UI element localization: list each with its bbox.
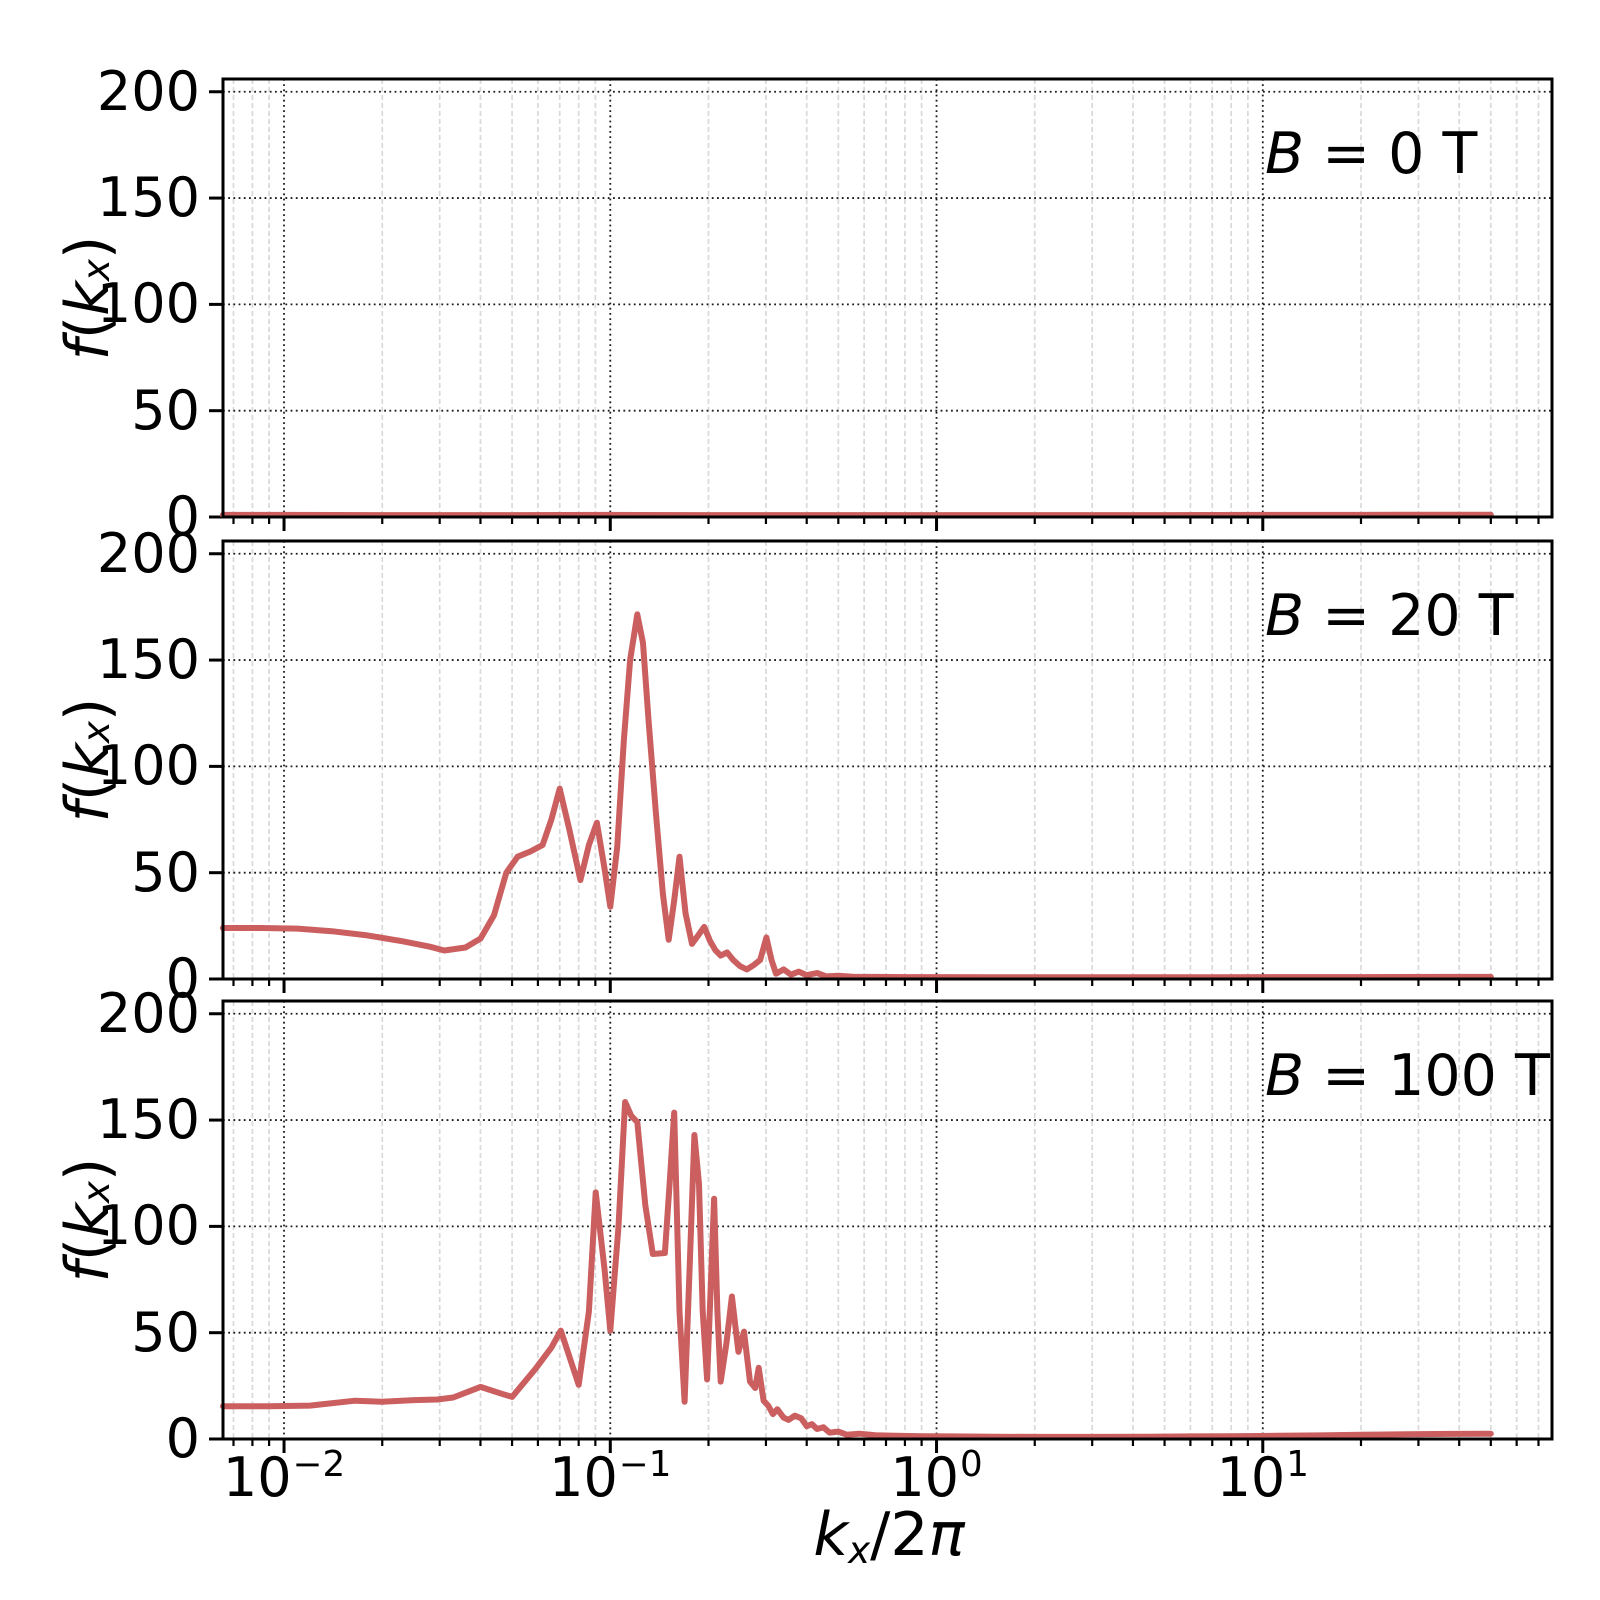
ylabel-close-paren: ) (53, 235, 123, 260)
x-tick-exponent: −2 (292, 1444, 346, 1486)
axes-spine (221, 539, 1554, 981)
x-tick-exponent: −1 (618, 1444, 672, 1486)
x-tick-label: 10−2 (199, 1444, 369, 1515)
axes-spine (221, 77, 1554, 519)
annotation-b-symbol: B (1265, 1043, 1305, 1109)
x-tick-base: 10 (549, 1446, 618, 1509)
y-tick-label: 50 (131, 840, 200, 904)
ylabel-f: f (53, 801, 123, 823)
annotation-b-0t: B = 0 T (1265, 121, 1478, 188)
x-tick-label: 10−1 (525, 1444, 695, 1515)
y-tick-label: 0 (165, 1407, 200, 1470)
ylabel-close-paren: ) (53, 697, 123, 722)
xlabel-subscript: x (848, 1528, 871, 1573)
y-tick-label: 150 (96, 166, 200, 230)
spectrum-curve (220, 611, 1494, 981)
ylabel-close-paren: ) (53, 1157, 123, 1182)
annotation-b-100t: B = 100 T (1265, 1043, 1550, 1110)
panel-b-100t: B = 100 T (209, 999, 1554, 1453)
spectrum-curve (220, 1099, 1494, 1440)
xlabel-over-two: /2 (870, 1500, 929, 1570)
plot-area-b-20t (209, 539, 1554, 993)
annotation-value: = 20 T (1304, 583, 1514, 649)
y-tick-label: 0 (165, 485, 200, 548)
xlabel-pi: π (928, 1500, 965, 1570)
panel-b-20t: B = 20 T (209, 539, 1554, 993)
xlabel-k: k (813, 1500, 849, 1570)
y-tick-label: 200 (96, 59, 200, 123)
x-tick-label: 100 (852, 1444, 1022, 1515)
axes-spine (221, 999, 1554, 1441)
y-tick-label: 100 (96, 272, 200, 336)
y-tick-label: 50 (131, 378, 200, 442)
x-tick-label: 101 (1178, 1444, 1348, 1515)
panel-b-0t: B = 0 T (209, 77, 1554, 531)
y-tick-label: 200 (96, 981, 200, 1045)
annotation-b-symbol: B (1265, 121, 1305, 187)
annotation-b-symbol: B (1265, 583, 1305, 649)
annotation-b-20t: B = 20 T (1265, 583, 1514, 650)
x-tick-base: 10 (890, 1446, 960, 1509)
y-tick-label: 200 (96, 521, 200, 585)
plot-area-b-0t (209, 77, 1554, 531)
y-tick-label: 100 (96, 734, 200, 798)
y-tick-label: 50 (131, 1300, 200, 1364)
y-tick-label: 0 (165, 947, 200, 1010)
annotation-value: = 100 T (1304, 1043, 1550, 1109)
x-tick-exponent: 0 (960, 1444, 983, 1486)
x-tick-base: 10 (1216, 1446, 1286, 1509)
annotation-value: = 0 T (1304, 121, 1478, 187)
x-tick-exponent: 1 (1286, 1444, 1309, 1486)
y-tick-label: 150 (96, 628, 200, 692)
y-tick-label: 100 (96, 1194, 200, 1258)
ylabel-f: f (53, 1261, 123, 1283)
plot-area-b-100t (209, 999, 1554, 1453)
x-axis-label: kx/2π (689, 1500, 1089, 1573)
ylabel-f: f (53, 339, 123, 361)
y-tick-label: 150 (96, 1088, 200, 1152)
x-tick-base: 10 (222, 1446, 292, 1509)
